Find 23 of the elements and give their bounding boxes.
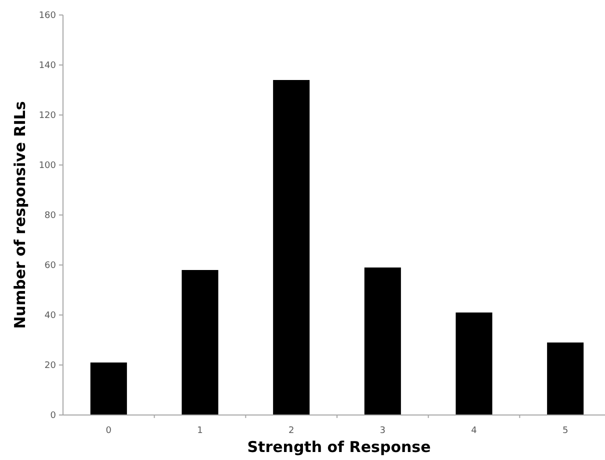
x-tick-label: 3 <box>380 426 386 436</box>
y-tick-label: 120 <box>38 111 56 122</box>
x-tick-label: 4 <box>471 426 478 436</box>
y-tick-label: 60 <box>44 261 56 272</box>
y-tick-label: 40 <box>44 311 56 322</box>
bar <box>182 270 218 415</box>
y-tick-label: 80 <box>44 211 56 222</box>
bar <box>456 312 492 415</box>
bar <box>364 268 401 415</box>
bar <box>273 80 310 415</box>
y-tick-label: 0 <box>50 411 56 422</box>
bar <box>547 342 584 415</box>
x-tick-label: 2 <box>288 426 294 436</box>
y-axis-title: Number of responsive RILs <box>11 101 29 329</box>
x-axis-title: Strength of Response <box>247 438 431 456</box>
y-tick-label: 160 <box>38 11 56 22</box>
x-tick-label: 1 <box>197 426 203 436</box>
x-tick-label: 0 <box>106 426 112 436</box>
bar <box>90 362 127 415</box>
x-tick-label: 5 <box>562 426 568 436</box>
y-tick-label: 100 <box>38 161 56 172</box>
y-tick-label: 20 <box>44 361 56 372</box>
y-tick-label: 140 <box>38 61 56 72</box>
